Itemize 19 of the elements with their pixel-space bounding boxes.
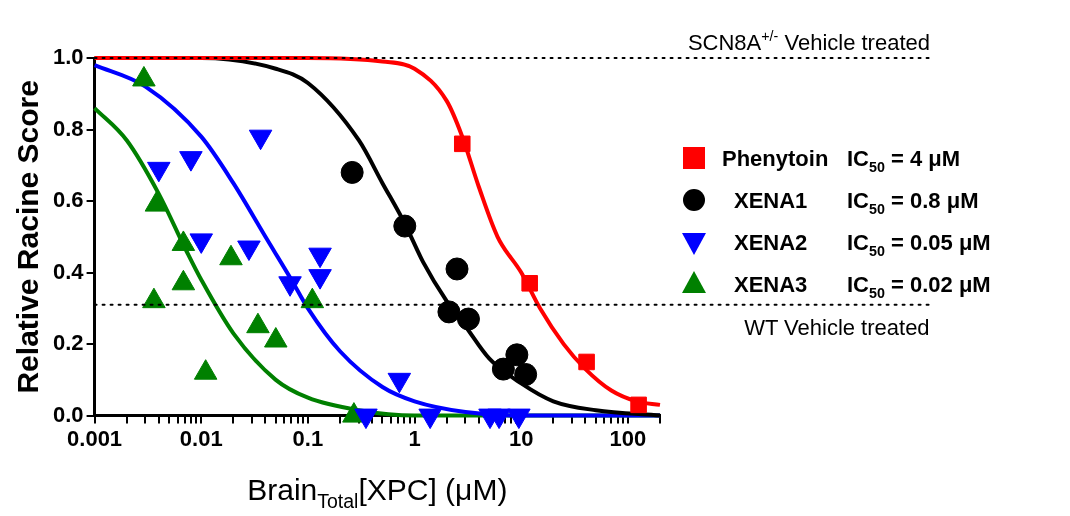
x-tick-label: 10 [508,425,534,451]
legend-label: XENA2 [734,230,808,255]
x-tick-label: 1 [408,425,421,451]
x-tick-label: 0.01 [179,425,223,451]
legend-label: XENA1 [734,188,808,213]
y-tick-label: 1.0 [52,44,84,70]
y-axis-title: Relative Racine Score [11,80,44,394]
y-tick-label: 0.4 [52,258,85,284]
legend-label: Phenytoin [722,146,829,171]
x-tick-label: 0.001 [67,425,123,451]
y-tick-label: 0.0 [52,401,84,427]
y-tick-label: 0.8 [52,115,84,141]
ref-line-label: SCN8A+/- Vehicle treated [687,28,931,55]
x-tick-label: 0.1 [292,425,324,451]
y-tick-label: 0.2 [52,330,84,356]
y-tick-label: 0.6 [52,187,84,213]
legend-label: XENA3 [734,272,808,297]
x-tick-label: 100 [609,425,647,451]
ref-line-label: WT Vehicle treated [744,314,930,340]
